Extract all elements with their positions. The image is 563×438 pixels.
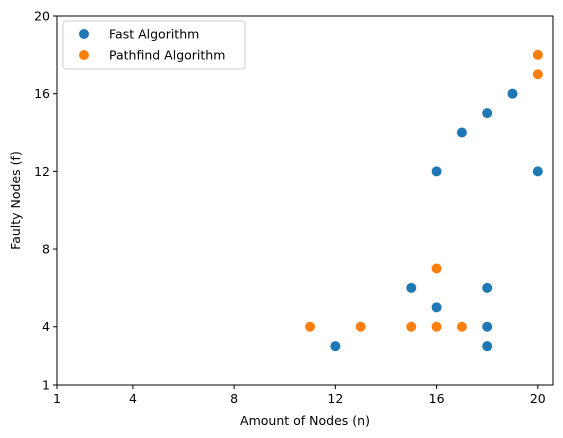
x-tick-label: 1 [53, 391, 61, 406]
point-fast-algorithm [532, 166, 543, 177]
point-fast-algorithm [431, 302, 442, 313]
y-tick-label: 1 [42, 378, 50, 393]
legend-label-fast-algorithm: Fast Algorithm [109, 27, 199, 42]
x-tick-label: 8 [230, 391, 238, 406]
legend-box [62, 20, 246, 70]
plot-frame [56, 15, 554, 386]
legend-marker-pathfind-algorithm [79, 50, 89, 60]
point-fast-algorithm [431, 166, 442, 177]
y-axis-ticks: 1 4 8 12 16 20 [34, 9, 57, 393]
y-tick-label: 16 [34, 86, 50, 101]
data-points [305, 49, 543, 352]
legend: Fast Algorithm Pathfind Algorithm [62, 20, 246, 70]
x-tick-label: 20 [530, 391, 546, 406]
point-pathfind-algorithm [532, 49, 543, 60]
point-fast-algorithm [482, 341, 493, 352]
point-fast-algorithm [482, 321, 493, 332]
point-fast-algorithm [456, 127, 467, 138]
point-fast-algorithm [482, 282, 493, 293]
x-axis-ticks: 1 4 8 12 16 20 [53, 385, 546, 406]
point-fast-algorithm [507, 88, 518, 99]
point-pathfind-algorithm [305, 321, 316, 332]
point-pathfind-algorithm [431, 263, 442, 274]
point-fast-algorithm [406, 282, 417, 293]
point-fast-algorithm [482, 108, 493, 119]
legend-marker-fast-algorithm [79, 29, 89, 39]
x-tick-label: 16 [429, 391, 445, 406]
y-tick-label: 12 [34, 164, 50, 179]
y-axis-label: Faulty Nodes (f) [8, 151, 23, 250]
point-fast-algorithm [330, 341, 341, 352]
y-tick-label: 4 [42, 319, 50, 334]
point-pathfind-algorithm [456, 321, 467, 332]
point-pathfind-algorithm [406, 321, 417, 332]
point-pathfind-algorithm [532, 69, 543, 80]
point-pathfind-algorithm [431, 321, 442, 332]
x-tick-label: 4 [129, 391, 137, 406]
y-tick-label: 8 [42, 242, 50, 257]
y-tick-label: 20 [34, 9, 50, 24]
x-tick-label: 12 [327, 391, 343, 406]
point-pathfind-algorithm [355, 321, 366, 332]
x-axis-label: Amount of Nodes (n) [240, 413, 370, 428]
legend-label-pathfind-algorithm: Pathfind Algorithm [109, 48, 225, 63]
